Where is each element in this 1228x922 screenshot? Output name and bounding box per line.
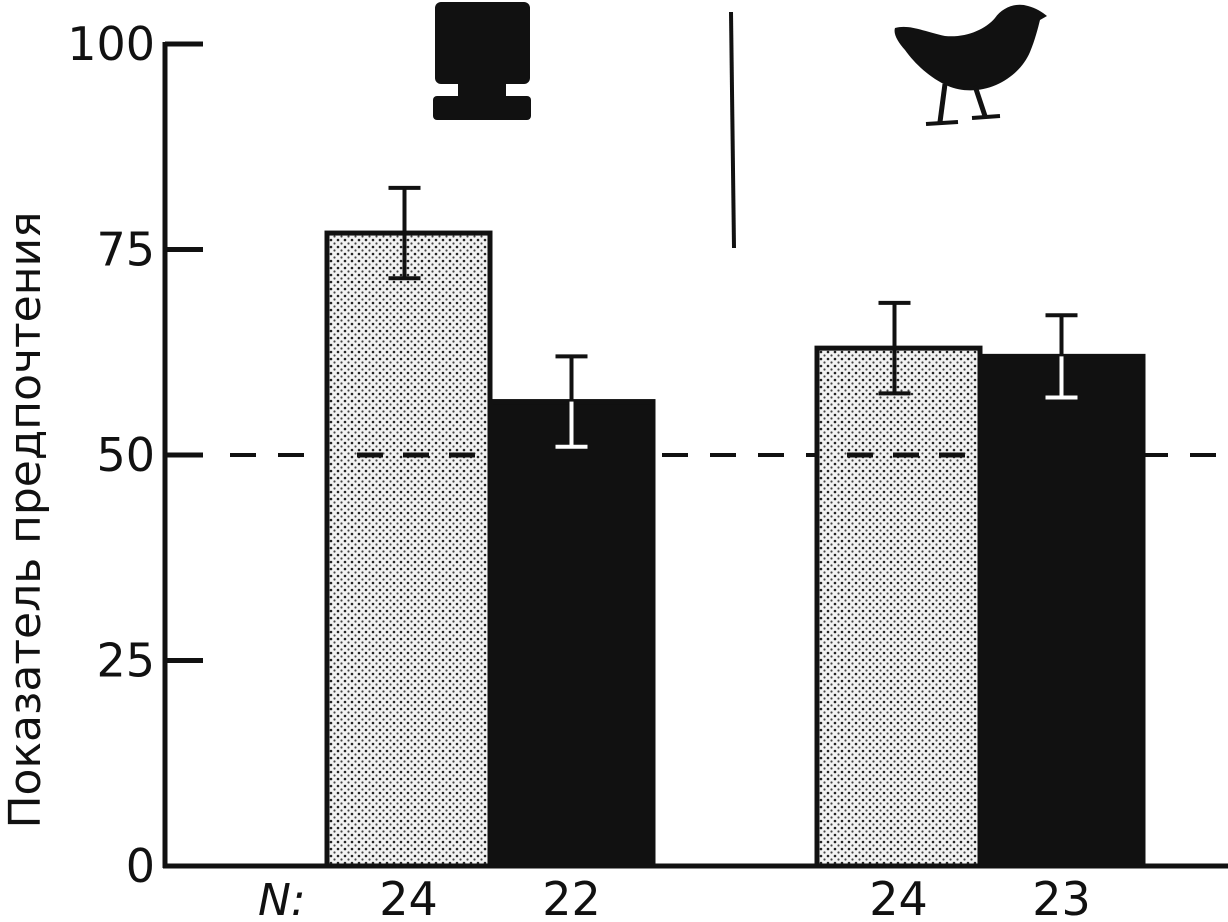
chicken-icon: [894, 4, 1047, 126]
bar-g1-1: [324, 230, 493, 869]
n-label-g1-2: 22: [542, 872, 601, 922]
y-tick-label-100: 100: [67, 17, 155, 71]
n-label-g2-2: 23: [1032, 872, 1091, 922]
chicken-foot-right: [971, 114, 1001, 120]
y-tick-label-75: 75: [96, 223, 155, 277]
sample-size-labels: N: 24 22 24 23: [258, 872, 1091, 922]
tv-base-shape: [433, 96, 531, 120]
n-label-g1-1: 24: [379, 872, 438, 922]
tv-neck-shape: [458, 84, 506, 98]
group-icons: [433, 2, 1047, 126]
group-divider: [729, 11, 736, 249]
y-tick-label-0: 0: [126, 839, 155, 893]
chicken-body-shape: [894, 4, 1047, 91]
bars: [324, 185, 1146, 869]
y-tick-label-50: 50: [96, 428, 155, 482]
tv-screen-shape: [435, 2, 530, 84]
tv-monitor-icon: [433, 2, 531, 120]
y-tick-label-25: 25: [96, 634, 155, 688]
chicken-leg-right: [972, 85, 988, 117]
n-label-g2-1: 24: [869, 872, 928, 922]
chicken-foot-left: [925, 120, 959, 126]
n-prefix-label: N:: [258, 875, 306, 922]
bar-g2-2: [977, 353, 1146, 869]
chicken-leg-left: [937, 83, 948, 123]
bar-g1-2: [487, 399, 656, 869]
bar-g2-1: [814, 345, 983, 869]
y-axis-title: Показатель предпочтения: [0, 211, 51, 828]
